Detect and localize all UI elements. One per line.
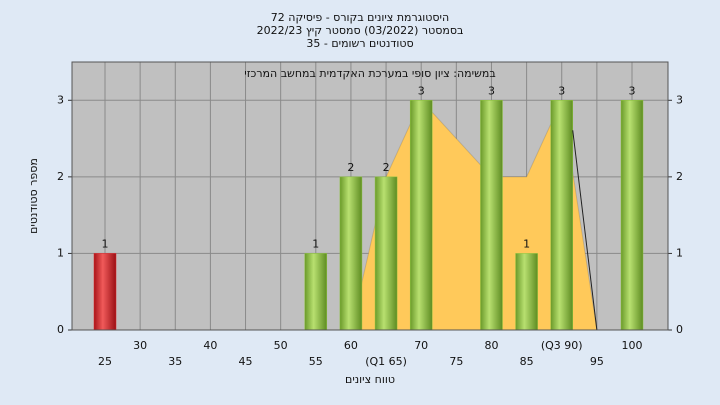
- annotation: במשימה: ציון סופי במערכת האקדמית במחשב ה…: [244, 67, 495, 80]
- bar: [339, 176, 363, 331]
- bar: [409, 100, 433, 331]
- data-label: 2: [347, 161, 354, 174]
- bar: [515, 253, 538, 331]
- data-label: 2: [383, 161, 390, 174]
- bar: [620, 100, 644, 331]
- data-label: 1: [312, 237, 319, 250]
- bar: [304, 253, 328, 331]
- x-tick-label: 25: [98, 355, 112, 368]
- x-tick-label: 100: [622, 339, 643, 352]
- plot-border: [71, 61, 669, 331]
- x-tick-label: 30: [133, 339, 147, 352]
- bar: [374, 176, 398, 331]
- y2-tick-label: 3: [676, 93, 683, 106]
- y-tick-label: 3: [57, 93, 64, 106]
- x-tick-label: 70: [414, 339, 428, 352]
- y2-tick-label: 2: [676, 170, 683, 183]
- x-tick-label: 45: [239, 355, 253, 368]
- data-label: 3: [558, 84, 565, 97]
- guide-line: [572, 130, 598, 331]
- chart-subtitle: בסמסטר (03/2022) סמסטר קיץ 2022/23: [257, 24, 464, 37]
- x-tick-label: (Q3 90): [541, 339, 583, 352]
- x-tick-label: 35: [168, 355, 182, 368]
- x-tick-label: 60: [344, 339, 358, 352]
- chart-subtitle: סטודנטים רשומים - 35: [306, 37, 413, 50]
- bar: [480, 100, 503, 331]
- data-label: 1: [523, 237, 530, 250]
- y-tick-label: 1: [57, 246, 64, 259]
- x-tick-label: 55: [309, 355, 323, 368]
- data-label: 1: [102, 237, 109, 250]
- data-label: 3: [488, 84, 495, 97]
- x-tick-label: 75: [449, 355, 463, 368]
- y-axis-label: מספר סטודנטים: [27, 158, 40, 234]
- x-tick-label: 40: [203, 339, 217, 352]
- x-tick-label: 95: [590, 355, 604, 368]
- x-tick-label: 80: [484, 339, 498, 352]
- y2-tick-label: 0: [676, 323, 683, 336]
- x-tick-label: (Q1 65): [365, 355, 407, 368]
- x-tick-label: 85: [520, 355, 534, 368]
- x-axis-label: טווח ציונים: [345, 373, 395, 386]
- data-label: 3: [418, 84, 425, 97]
- y-tick-label: 2: [57, 170, 64, 183]
- y2-tick-label: 1: [676, 246, 683, 259]
- chart-title: היסטוגרמת ציונים בקורס - פיסיקה 72: [271, 11, 449, 24]
- x-tick-label: 50: [274, 339, 288, 352]
- bar: [550, 100, 573, 331]
- data-label: 3: [629, 84, 636, 97]
- bar: [93, 253, 117, 331]
- y-tick-label: 0: [57, 323, 64, 336]
